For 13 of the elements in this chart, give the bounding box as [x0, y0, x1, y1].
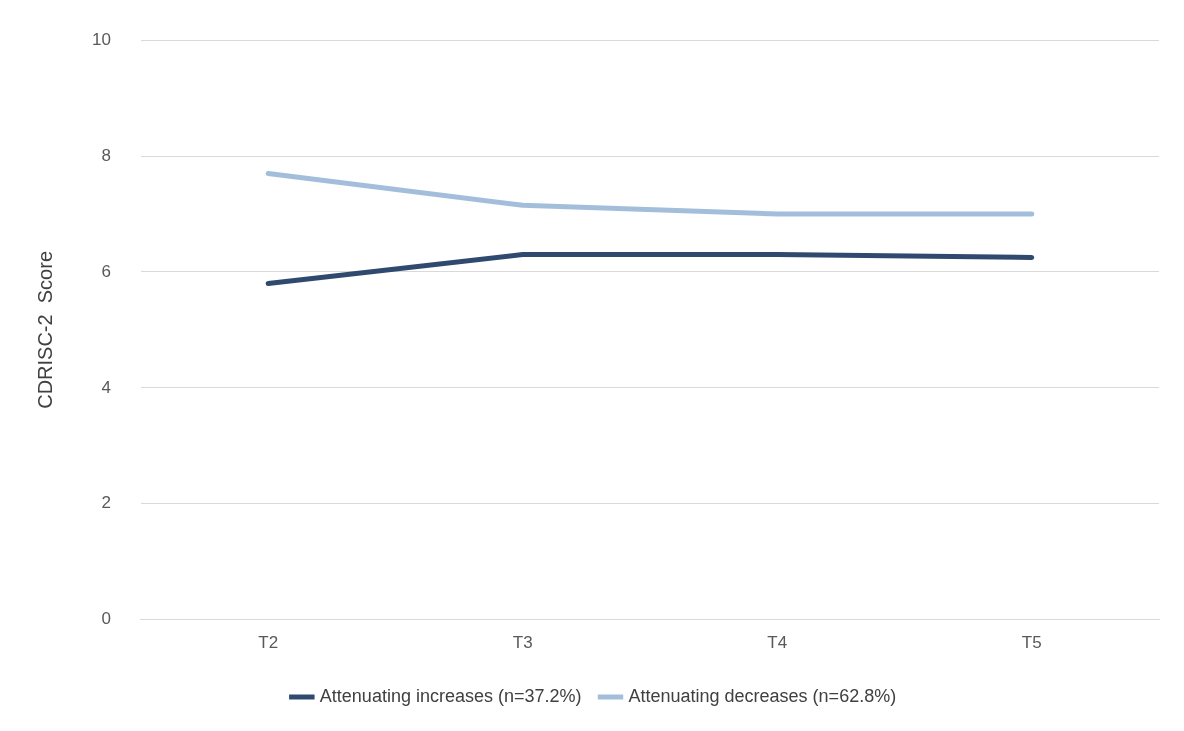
legend-label: Attenuating increases (n=37.2%) [319, 685, 582, 706]
y-tick-label: 10 [91, 29, 111, 49]
y-tick-label: 4 [101, 377, 111, 397]
y-axis-title: CDRISC-2 Score [33, 250, 56, 409]
x-tick-label: T3 [512, 633, 533, 653]
legend-label: Attenuating decreases (n=62.8%) [628, 685, 897, 706]
x-tick-label: T5 [1021, 633, 1042, 653]
x-tick-label: T4 [767, 633, 788, 653]
y-tick-label: 0 [101, 609, 111, 629]
y-tick-label: 2 [101, 493, 111, 513]
y-tick-label: 6 [101, 261, 111, 281]
x-tick-label: T2 [258, 633, 279, 653]
y-tick-label: 8 [101, 145, 111, 165]
